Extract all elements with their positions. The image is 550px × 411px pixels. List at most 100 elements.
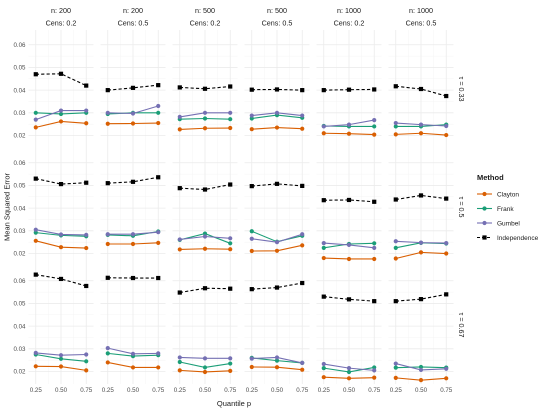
point-independence: [228, 84, 233, 89]
point-independence: [393, 84, 398, 89]
point-clayton: [156, 120, 161, 126]
point-clayton: [444, 251, 449, 256]
point-gumbel: [372, 245, 377, 250]
column-strip-cens: Cens: 0.2: [334, 19, 365, 28]
legend-label-frank: Frank: [497, 206, 514, 213]
series-line-independence: [395, 194, 447, 201]
legend-title: Method: [477, 173, 504, 182]
point-gumbel: [228, 236, 233, 241]
panel: [321, 294, 377, 381]
series-line-independence: [107, 176, 159, 184]
x-axis-title: Quantile p: [217, 399, 251, 408]
point-independence: [202, 86, 208, 91]
point-independence: [105, 275, 110, 280]
point-gumbel: [393, 361, 398, 366]
point-gumbel: [321, 361, 326, 367]
point-gumbel: [444, 123, 449, 129]
point-independence: [393, 197, 398, 202]
panel: [321, 197, 377, 262]
point-independence: [130, 275, 136, 281]
point-gumbel: [84, 352, 89, 357]
point-clayton: [346, 256, 352, 262]
point-gumbel: [274, 240, 280, 245]
point-clayton: [274, 248, 280, 253]
panel: [33, 272, 89, 373]
y-axis-title: Mean Squared Error: [3, 173, 12, 241]
panel: [33, 176, 89, 251]
point-independence: [130, 179, 136, 184]
point-frank: [393, 124, 398, 129]
point-independence: [346, 197, 352, 203]
point-frank: [58, 111, 64, 117]
point-independence: [300, 280, 305, 286]
x-tick-label: 0.50: [415, 387, 428, 394]
point-independence: [177, 290, 182, 295]
point-independence: [300, 183, 305, 188]
point-clayton: [84, 368, 89, 373]
point-gumbel: [156, 351, 161, 356]
column-strip-n: n: 500: [267, 6, 287, 15]
point-independence: [58, 181, 64, 187]
point-gumbel: [418, 240, 424, 245]
point-clayton: [202, 126, 208, 131]
series-line-independence: [179, 287, 231, 294]
point-gumbel: [84, 108, 89, 113]
point-frank: [202, 116, 208, 121]
series-line-independence: [323, 199, 375, 203]
point-independence: [130, 85, 136, 90]
point-gumbel: [156, 230, 161, 235]
point-gumbel: [346, 122, 352, 127]
series-line-independence: [251, 183, 303, 187]
legend-key-marker-clayton: [482, 191, 487, 197]
point-clayton: [33, 364, 38, 369]
x-tick-label: 0.75: [440, 387, 453, 394]
point-frank: [393, 245, 398, 250]
point-clayton: [274, 125, 280, 130]
point-gumbel: [444, 240, 449, 246]
point-gumbel: [33, 227, 38, 232]
point-gumbel: [202, 234, 208, 239]
panel: [177, 182, 233, 252]
point-frank: [177, 359, 182, 365]
panel: [321, 87, 377, 137]
point-independence: [274, 181, 280, 186]
point-independence: [444, 292, 449, 297]
legend-key-marker-gumbel: [482, 220, 487, 226]
point-clayton: [418, 378, 424, 383]
series-line-independence: [323, 88, 375, 91]
column-strip-n: n: 500: [195, 6, 215, 15]
y-tick-label: 0.04: [13, 205, 26, 212]
point-gumbel: [321, 240, 326, 246]
y-tick-label: 0.03: [13, 346, 26, 353]
point-independence: [177, 85, 182, 90]
point-gumbel: [393, 120, 398, 126]
point-independence: [202, 286, 208, 291]
point-gumbel: [130, 351, 136, 356]
column-strip-cens: Cens: 0.5: [262, 19, 293, 28]
point-gumbel: [228, 110, 233, 115]
point-clayton: [321, 255, 326, 261]
x-tick-label: 0.50: [199, 387, 212, 394]
point-gumbel: [372, 117, 377, 123]
panel: [393, 84, 449, 138]
point-clayton: [444, 132, 449, 138]
panel: [33, 71, 89, 130]
point-independence: [418, 193, 424, 198]
point-independence: [33, 272, 38, 277]
point-independence: [156, 175, 161, 180]
y-tick-label: 0.05: [13, 183, 26, 190]
point-clayton: [418, 250, 424, 255]
point-independence: [249, 184, 254, 189]
point-independence: [202, 187, 208, 192]
point-clayton: [33, 125, 38, 130]
point-gumbel: [105, 110, 110, 115]
data-layer: [33, 71, 449, 383]
series-line-independence: [179, 85, 231, 90]
point-gumbel: [58, 108, 64, 113]
point-clayton: [249, 127, 254, 132]
y-tick-label: 0.05: [13, 301, 26, 308]
y-tick-label: 0.03: [13, 110, 26, 117]
point-clayton: [202, 246, 208, 251]
point-gumbel: [346, 366, 352, 371]
